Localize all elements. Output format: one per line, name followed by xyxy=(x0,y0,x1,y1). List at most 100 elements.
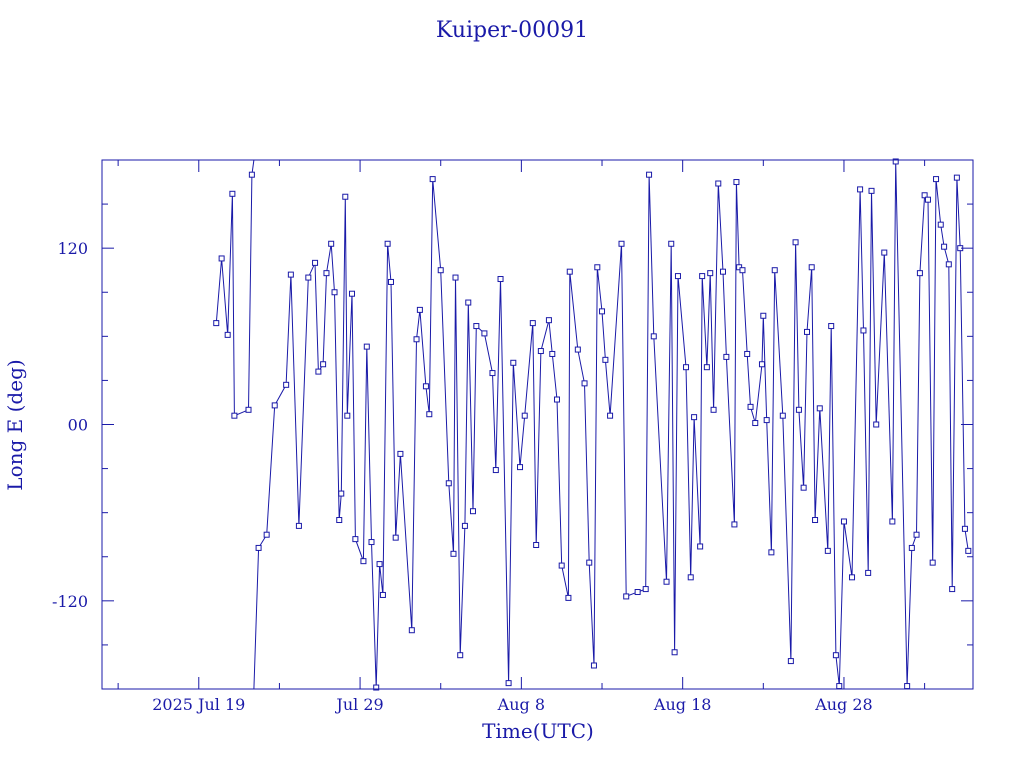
data-point-marker xyxy=(229,190,236,197)
data-point-marker xyxy=(492,467,499,474)
data-point-marker xyxy=(699,273,706,280)
data-point-marker xyxy=(338,490,345,497)
data-point-marker xyxy=(553,396,560,403)
data-point-marker xyxy=(642,586,649,593)
data-point-marker xyxy=(450,550,457,557)
data-point-marker xyxy=(828,323,835,330)
data-point-marker xyxy=(663,578,670,585)
data-point-marker xyxy=(315,368,322,375)
data-point-marker xyxy=(710,406,717,413)
series-layer xyxy=(213,158,972,691)
data-point-marker xyxy=(248,171,255,178)
data-point-marker xyxy=(255,544,262,551)
data-point-marker xyxy=(937,221,944,228)
data-point-marker xyxy=(602,356,609,363)
data-point-marker xyxy=(392,534,399,541)
data-point-marker xyxy=(924,196,931,203)
data-point-marker xyxy=(537,348,544,355)
data-point-marker xyxy=(416,306,423,313)
data-point-marker xyxy=(892,158,899,165)
data-point-marker xyxy=(860,327,867,334)
data-point-marker xyxy=(945,261,952,268)
data-point-marker xyxy=(719,268,726,275)
data-point-marker xyxy=(586,559,593,566)
data-point-marker xyxy=(323,270,330,277)
data-point-marker xyxy=(231,412,238,419)
data-point-marker xyxy=(800,484,807,491)
data-point-marker xyxy=(687,574,694,581)
data-point-marker xyxy=(865,569,872,576)
data-point-marker xyxy=(363,343,370,350)
data-point-marker xyxy=(913,531,920,538)
data-point-marker xyxy=(795,406,802,413)
data-point-marker xyxy=(881,249,888,256)
data-point-marker xyxy=(336,517,343,524)
data-point-marker xyxy=(445,480,452,487)
y-axis-label: Long E (deg) xyxy=(3,359,27,490)
data-point-marker xyxy=(349,290,356,297)
x-tick-label: Aug 8 xyxy=(497,695,545,714)
data-point-marker xyxy=(271,402,278,409)
data-point-marker xyxy=(426,411,433,418)
data-point-marker xyxy=(373,684,380,691)
data-point-marker xyxy=(320,361,327,368)
data-point-marker xyxy=(808,264,815,271)
data-point-marker xyxy=(868,187,875,194)
data-point-marker xyxy=(683,364,690,371)
data-point-marker xyxy=(384,240,391,247)
data-point-marker xyxy=(634,589,641,596)
data-point-marker xyxy=(517,464,524,471)
data-point-marker xyxy=(650,333,657,340)
data-point-marker xyxy=(697,543,704,550)
data-point-marker xyxy=(497,276,504,283)
data-point-marker xyxy=(566,268,573,275)
data-point-marker xyxy=(558,562,565,569)
y-tick-label: 00 xyxy=(68,416,88,435)
data-point-marker xyxy=(941,243,948,250)
data-point-marker xyxy=(889,518,896,525)
data-point-marker xyxy=(397,450,404,457)
data-point-marker xyxy=(465,299,472,306)
x-tick-label: Jul 29 xyxy=(334,695,383,714)
data-point-marker xyxy=(760,312,767,319)
data-point-marker xyxy=(840,518,847,525)
axes-layer: 120 00 -120 2025 Jul 19 Jul 29 Aug 8 Aug 18 Aug… xyxy=(52,160,973,714)
data-point-marker xyxy=(489,370,496,377)
data-point-marker xyxy=(904,683,911,690)
data-point-marker xyxy=(816,405,823,412)
data-point-marker xyxy=(916,270,923,277)
x-tick-label: Aug 18 xyxy=(653,695,712,714)
y-tick-label: -120 xyxy=(52,592,88,611)
data-point-marker xyxy=(691,414,698,421)
data-point-marker xyxy=(510,359,517,366)
data-point-marker xyxy=(707,270,714,277)
data-point-marker xyxy=(908,544,915,551)
data-point-marker xyxy=(739,267,746,274)
data-point-marker xyxy=(747,403,754,410)
data-point-marker xyxy=(933,176,940,183)
data-point-marker xyxy=(305,274,312,281)
y-tick-label: 120 xyxy=(57,239,88,258)
data-point-marker xyxy=(533,541,540,548)
data-point-marker xyxy=(836,683,843,690)
plot-frame xyxy=(101,159,974,690)
chart-title: Kuiper-00091 xyxy=(436,18,588,43)
data-point-marker xyxy=(618,240,625,247)
data-point-marker xyxy=(668,240,675,247)
data-point-marker xyxy=(283,381,290,388)
data-point-marker xyxy=(263,531,270,538)
data-point-marker xyxy=(733,179,740,186)
data-point-marker xyxy=(744,350,751,357)
data-point-marker xyxy=(771,267,778,274)
data-point-marker xyxy=(245,406,252,413)
data-point-marker xyxy=(352,536,359,543)
data-point-marker xyxy=(452,274,459,281)
data-point-marker xyxy=(521,412,528,419)
data-point-marker xyxy=(758,361,765,368)
data-point-marker xyxy=(581,380,588,387)
data-point-marker xyxy=(574,346,581,353)
data-point-marker xyxy=(505,680,512,687)
data-point-marker xyxy=(832,652,839,659)
data-point-marker xyxy=(921,192,928,199)
